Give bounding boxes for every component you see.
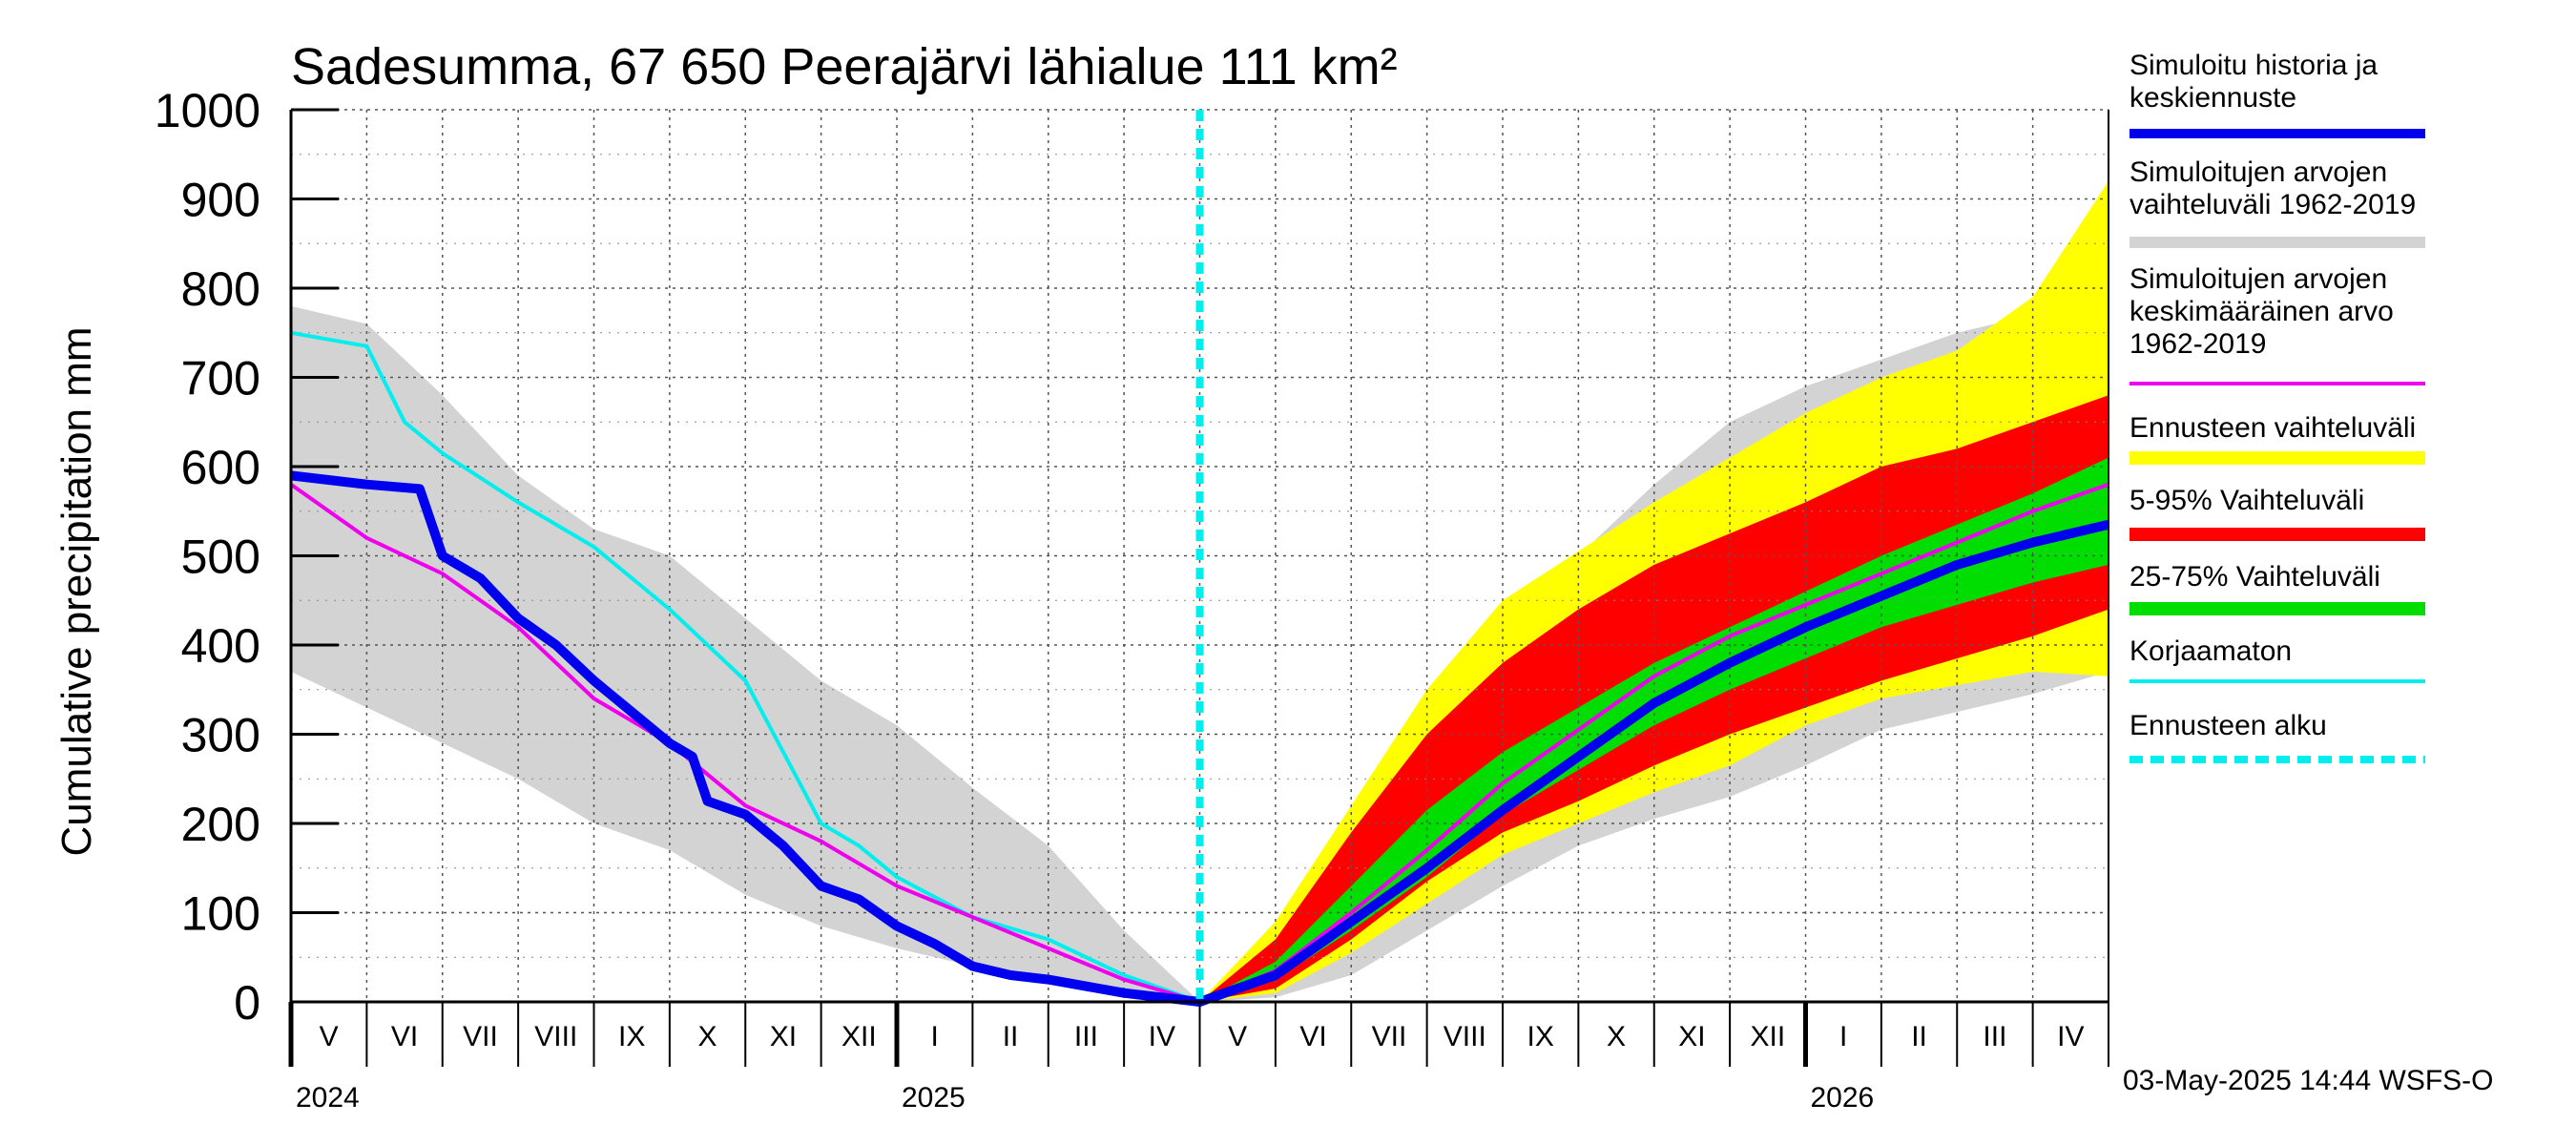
month-label: VI <box>391 1021 418 1052</box>
month-label: III <box>1074 1021 1098 1052</box>
month-label: IX <box>1527 1021 1554 1052</box>
month-label: VII <box>463 1021 498 1052</box>
legend-label: keskimääräinen arvo <box>2129 296 2394 327</box>
y-axis-label: Cumulative precipitation mm <box>53 326 100 856</box>
y-tick-label: 700 <box>181 352 260 406</box>
month-label: VIII <box>1444 1021 1486 1052</box>
month-label: VI <box>1299 1021 1326 1052</box>
legend-label: 1962-2019 <box>2129 328 2266 360</box>
y-tick-label: 400 <box>181 619 260 673</box>
legend-label: Simuloitujen arvojen <box>2129 263 2387 295</box>
legend-label: Simuloitu historia ja <box>2129 50 2378 81</box>
y-tick-label: 500 <box>181 531 260 584</box>
y-tick-label: 600 <box>181 441 260 494</box>
month-label: VII <box>1372 1021 1407 1052</box>
y-tick-label: 1000 <box>155 84 260 137</box>
month-label: IV <box>1149 1021 1175 1052</box>
month-labels: V VI VII VIII IX X XI XII I II III IV V VI VII VIII IX X X… <box>320 1021 2085 1052</box>
y-tick-label: 300 <box>181 709 260 762</box>
y-tick-label: 200 <box>181 798 260 851</box>
month-label: II <box>1003 1021 1019 1052</box>
month-label: I <box>1839 1021 1847 1052</box>
legend-label: 25-75% Vaihteluväli <box>2129 561 2380 593</box>
legend-label: keskiennuste <box>2129 82 2296 114</box>
legend-label: vaihteluväli 1962-2019 <box>2129 189 2416 220</box>
month-label: V <box>1228 1021 1247 1052</box>
legend-label: Ennusteen alku <box>2129 710 2327 741</box>
month-label: V <box>320 1021 339 1052</box>
month-label: II <box>1911 1021 1927 1052</box>
legend-label: Korjaamaton <box>2129 635 2292 667</box>
y-tick-label: 0 <box>234 976 260 1030</box>
legend-label: 5-95% Vaihteluväli <box>2129 485 2364 516</box>
legend-label: Ennusteen vaihteluväli <box>2129 412 2416 444</box>
y-tick-label: 800 <box>181 262 260 316</box>
y-tick-labels: 0 100 200 300 400 500 600 700 800 900 1000 <box>155 84 260 1030</box>
line-korjaamaton <box>290 330 1201 1004</box>
month-label: VIII <box>534 1021 577 1052</box>
year-label: 2024 <box>296 1082 360 1114</box>
month-label: XII <box>1750 1021 1785 1052</box>
y-tick-label: 100 <box>181 887 260 941</box>
month-label: XI <box>1678 1021 1705 1052</box>
month-label: IV <box>2057 1021 2084 1052</box>
y-tick-label: 900 <box>181 174 260 227</box>
axes <box>288 108 2109 1067</box>
chart-title: Sadesumma, 67 650 Peerajärvi lähialue 11… <box>291 38 1398 95</box>
line-simulated-history <box>290 470 2110 1007</box>
month-label: XII <box>841 1021 877 1052</box>
month-label: I <box>931 1021 939 1052</box>
year-labels: 2024 2025 2026 <box>296 1082 1874 1114</box>
month-label: III <box>1983 1021 2006 1052</box>
footer-timestamp: 03-May-2025 14:44 WSFS-O <box>2123 1065 2494 1096</box>
year-label: 2026 <box>1811 1082 1875 1114</box>
month-label: X <box>698 1021 717 1052</box>
historical-range-band <box>291 297 2109 1002</box>
legend-label: Simuloitujen arvojen <box>2129 156 2387 188</box>
month-label: IX <box>618 1021 645 1052</box>
month-label: XI <box>770 1021 797 1052</box>
month-label: X <box>1607 1021 1626 1052</box>
year-label: 2025 <box>902 1082 966 1114</box>
